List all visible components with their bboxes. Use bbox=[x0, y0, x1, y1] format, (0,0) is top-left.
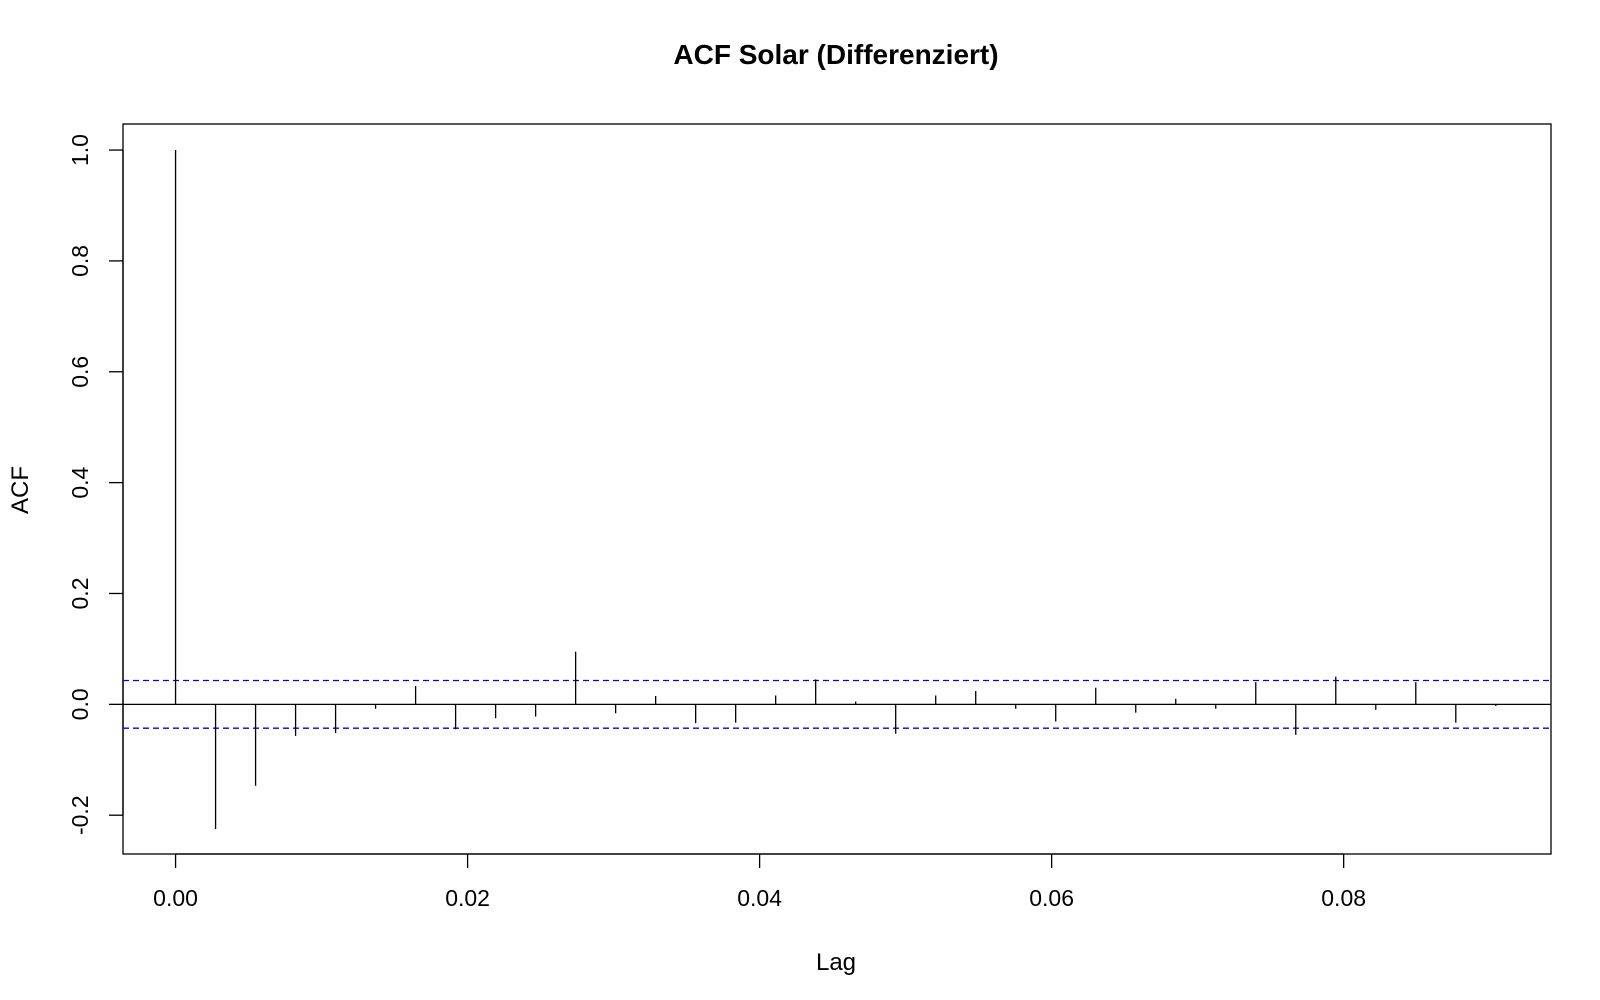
x-tick-label: 0.06 bbox=[1029, 885, 1074, 911]
x-axis-label: Lag bbox=[816, 949, 856, 976]
y-tick-label: 0.2 bbox=[67, 577, 93, 609]
y-axis-label: ACF bbox=[7, 466, 34, 514]
y-tick-label: 1.0 bbox=[67, 134, 93, 166]
chart-title: ACF Solar (Differenziert) bbox=[673, 39, 998, 70]
x-axis: 0.00 0.02 0.04 0.06 0.08 bbox=[153, 853, 1366, 911]
confidence-bands bbox=[123, 679, 1551, 729]
x-tick-label: 0.02 bbox=[445, 885, 490, 911]
acf-bars bbox=[174, 150, 1497, 830]
y-tick-label: 0.6 bbox=[67, 356, 93, 388]
plot-frame bbox=[122, 123, 1552, 855]
y-tick-label: 0.8 bbox=[67, 245, 93, 277]
y-axis: -0.2 0.0 0.2 0.4 0.6 0.8 1.0 bbox=[67, 134, 124, 835]
x-tick-label: 0.00 bbox=[153, 885, 198, 911]
y-tick-label: 0.0 bbox=[67, 688, 93, 720]
x-tick-label: 0.08 bbox=[1321, 885, 1366, 911]
y-tick-label: -0.2 bbox=[67, 795, 93, 835]
y-tick-label: 0.4 bbox=[67, 466, 93, 498]
x-tick-label: 0.04 bbox=[737, 885, 782, 911]
